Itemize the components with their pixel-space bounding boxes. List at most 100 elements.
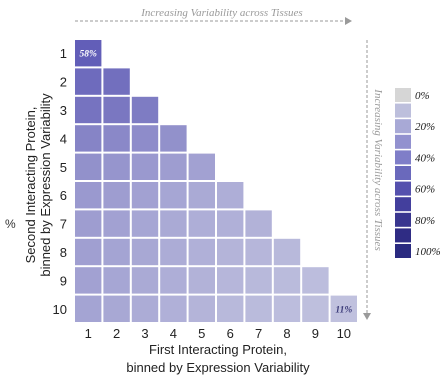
x-tick-label-5: 5 — [198, 326, 205, 341]
heatmap-cell-r8-c6 — [217, 238, 244, 266]
legend-swatch-4 — [395, 134, 411, 149]
heatmap-cell-r4-c4 — [160, 125, 187, 152]
heatmap-cell-r8-c2 — [103, 238, 130, 266]
heatmap-cell-r7-c1 — [75, 210, 102, 237]
y-tick-label-4: 4 — [60, 131, 67, 146]
left-edge-glyph: % — [5, 217, 16, 231]
heatmap-cell-r2-c2 — [103, 68, 130, 95]
x-tick-label-6: 6 — [227, 326, 234, 341]
heatmap-cell-r7-c6 — [217, 210, 244, 237]
y-tick-label-2: 2 — [60, 75, 67, 90]
legend-swatch-2 — [395, 103, 411, 118]
heatmap-cell-r10-c8 — [273, 295, 301, 322]
legend-label-9: 80% — [415, 215, 435, 227]
top-arrow-label: Increasing Variability across Tissues — [140, 7, 302, 19]
y-tick-label-10: 10 — [53, 302, 67, 317]
y-axis-label-line-1: Second Interacting Protein, — [23, 107, 38, 264]
legend-swatch-9 — [395, 212, 411, 227]
heatmap-cell-r9-c2 — [103, 267, 130, 294]
legend-swatch-8 — [395, 197, 411, 212]
heatmap-cell-r1-c1 — [75, 40, 102, 67]
heatmap-cell-r3-c3 — [131, 96, 159, 124]
heatmap-cell-r10-c1 — [75, 295, 102, 322]
heatmap-cell-r8-c8 — [273, 238, 301, 266]
y-tick-label-6: 6 — [60, 188, 67, 203]
heatmap-cell-r5-c4 — [160, 153, 187, 180]
y-tick-label-1: 1 — [60, 46, 67, 61]
heatmap-cell-r9-c6 — [217, 267, 244, 294]
heatmap-cell-r10-c3 — [131, 295, 159, 322]
y-tick-label-9: 9 — [60, 273, 67, 288]
heatmap-cell-labels: 58% 11% — [79, 50, 352, 316]
heatmap-cell-r10-c7 — [245, 295, 272, 322]
legend-label-3: 20% — [415, 121, 435, 133]
heatmap-cell-r8-c4 — [160, 238, 187, 266]
cell-label-r1-c1: 58% — [79, 50, 97, 60]
heatmap-cell-r9-c5 — [188, 267, 215, 294]
heatmap-cell-r10-c2 — [103, 295, 130, 322]
heatmap-cell-r6-c2 — [103, 182, 130, 209]
heatmap-cell-r3-c1 — [75, 96, 102, 124]
heatmap-cell-r2-c1 — [75, 68, 102, 95]
heatmap-cell-r8-c3 — [131, 238, 159, 266]
legend-swatch-1 — [395, 88, 411, 102]
y-axis-ticks: 1 2 3 4 5 6 7 8 9 10 — [53, 46, 67, 317]
x-tick-label-10: 10 — [337, 326, 351, 341]
x-tick-label-2: 2 — [113, 326, 120, 341]
heatmap-cell-r7-c2 — [103, 210, 130, 237]
heatmap-cells — [75, 40, 357, 322]
heatmap-cell-r9-c9 — [302, 267, 329, 294]
legend-label-5: 40% — [415, 152, 435, 164]
top-arrow-head — [345, 17, 352, 25]
heatmap-cell-r6-c4 — [160, 182, 187, 209]
y-tick-label-5: 5 — [60, 160, 67, 175]
heatmap-cell-r8-c7 — [245, 238, 272, 266]
right-arrow-annotation: Increasing Variability across Tissues — [363, 40, 384, 320]
heatmap-cell-r7-c5 — [188, 210, 215, 237]
heatmap-cell-r10-c6 — [217, 295, 244, 322]
x-tick-label-3: 3 — [141, 326, 148, 341]
heatmap-cell-r6-c1 — [75, 182, 102, 209]
top-arrow-annotation: Increasing Variability across Tissues — [75, 7, 352, 25]
heatmap-cell-r9-c3 — [131, 267, 159, 294]
cell-label-r10-c10: 11% — [335, 305, 352, 315]
y-tick-label-7: 7 — [60, 217, 67, 232]
heatmap-cell-r10-c9 — [302, 295, 329, 322]
legend-swatch-10 — [395, 228, 411, 243]
heatmap-cell-r5-c3 — [131, 153, 159, 180]
heatmap-cell-r9-c7 — [245, 267, 272, 294]
heatmap-cell-r4-c1 — [75, 125, 102, 152]
heatmap-cell-r9-c8 — [273, 267, 301, 294]
legend-swatch-3 — [395, 119, 411, 134]
heatmap-cell-r4-c2 — [103, 125, 130, 152]
x-tick-label-9: 9 — [312, 326, 319, 341]
heatmap-cell-r5-c2 — [103, 153, 130, 180]
legend-swatch-7 — [395, 181, 411, 196]
legend-label-1: 0% — [415, 90, 430, 102]
x-tick-label-1: 1 — [85, 326, 92, 341]
heatmap-cell-r7-c7 — [245, 210, 272, 237]
x-tick-label-8: 8 — [283, 326, 290, 341]
x-tick-label-7: 7 — [255, 326, 262, 341]
heatmap-cell-r9-c1 — [75, 267, 102, 294]
x-axis-label-line-1: First Interacting Protein, — [149, 342, 287, 357]
right-arrow-label: Increasing Variability across Tissues — [372, 88, 384, 250]
heatmap-cell-r8-c5 — [188, 238, 215, 266]
heatmap-cell-r7-c3 — [131, 210, 159, 237]
legend-swatch-6 — [395, 166, 411, 180]
heatmap-cell-r6-c5 — [188, 182, 215, 209]
right-arrow-head — [363, 313, 371, 320]
heatmap-cell-r10-c10 — [330, 295, 357, 322]
x-axis-label: First Interacting Protein, binned by Exp… — [126, 342, 310, 375]
heatmap-cell-r6-c6 — [217, 182, 244, 209]
x-axis-ticks: 1 2 3 4 5 6 7 8 9 10 — [85, 326, 351, 341]
heatmap-cell-r3-c2 — [103, 96, 130, 124]
heatmap-cell-r5-c5 — [188, 153, 215, 180]
y-axis-label-line-2: binned by Expression Variability — [38, 93, 53, 277]
x-axis-label-line-2: binned by Expression Variability — [126, 360, 310, 375]
heatmap-cell-r6-c3 — [131, 182, 159, 209]
heatmap-cell-r5-c1 — [75, 153, 102, 180]
heatmap-cell-r10-c4 — [160, 295, 187, 322]
y-tick-label-8: 8 — [60, 245, 67, 260]
